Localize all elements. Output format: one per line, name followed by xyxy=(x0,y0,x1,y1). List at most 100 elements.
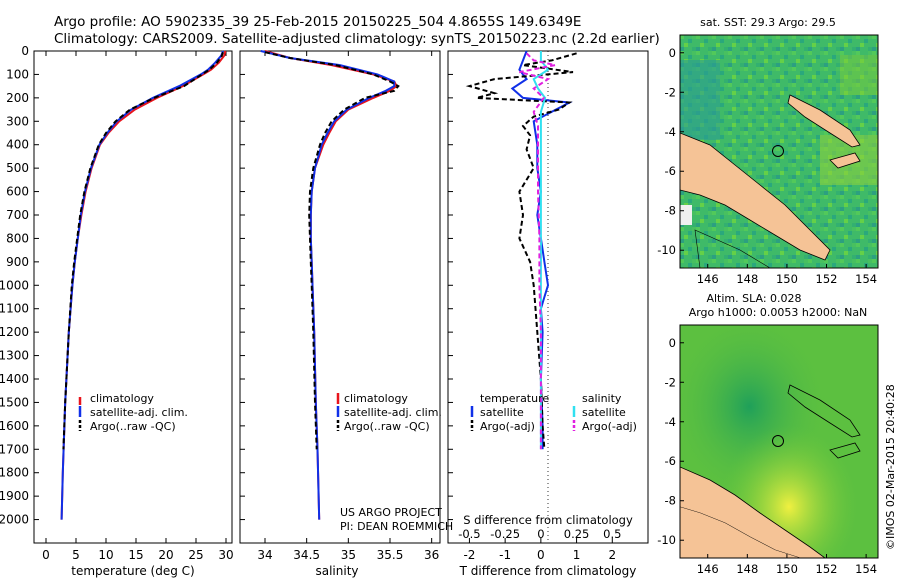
legend-s-climatology: climatology xyxy=(344,392,408,405)
map-x-tick-label: 148 xyxy=(736,562,758,576)
sst-map-title: sat. SST: 29.3 Argo: 29.5 xyxy=(700,16,836,29)
x-tick-label: 15 xyxy=(128,548,143,562)
y-tick-label: 1100 xyxy=(0,302,29,316)
pi-label: PI: DEAN ROEMMICH xyxy=(340,520,453,533)
s-tick-label: 0.5 xyxy=(603,527,621,541)
x-tick-label: 35 xyxy=(341,548,356,562)
map-x-tick-label: 152 xyxy=(816,272,838,286)
y-tick-label: 0 xyxy=(21,44,29,58)
series-line-salinity-0 xyxy=(264,50,399,520)
x-tick-label: 1 xyxy=(573,548,581,562)
temperature-panel: 0 5 10 15 20 25 30 0 100 200 300 400 500 600 700 800 90… xyxy=(0,44,234,578)
s-tick-label: 0 xyxy=(537,527,544,541)
y-tick-label: 1300 xyxy=(0,349,29,363)
sla-map-image xyxy=(680,325,878,558)
map-x-tick-label: 154 xyxy=(855,562,877,576)
sla-map-frame xyxy=(679,324,879,559)
series-line-temperature-0 xyxy=(60,50,227,520)
map-x-tick-label: 150 xyxy=(776,272,798,286)
y-tick-label: 1500 xyxy=(0,395,29,409)
x-tick-label: -2 xyxy=(463,548,475,562)
temperature-x-ticks: 0 5 10 15 20 25 30 xyxy=(42,51,234,562)
y-tick-label: 300 xyxy=(6,114,29,128)
y-tick-label: 600 xyxy=(6,185,29,199)
y-tick-label: 1200 xyxy=(0,325,29,339)
y-tick-label: 1800 xyxy=(0,466,29,480)
y-tick-label: 900 xyxy=(6,255,29,269)
sla-map-title-1: Altim. SLA: 0.028 xyxy=(706,292,801,305)
y-tick-label: 200 xyxy=(6,91,29,105)
s-tick-label: 0.25 xyxy=(564,527,590,541)
y-tick-label: 500 xyxy=(6,161,29,175)
map-x-tick-label: 146 xyxy=(697,272,719,286)
x-tick-label: 20 xyxy=(158,548,173,562)
x-tick-label: 0 xyxy=(537,548,545,562)
s-diff-label: S difference from climatology xyxy=(463,513,633,527)
map-x-tick-label: 146 xyxy=(697,562,719,576)
legend-salinity-heading: salinity xyxy=(582,392,622,405)
map-y-tick-label: -8 xyxy=(665,494,676,508)
legend-s-argo-diff: Argo(-adj) xyxy=(582,420,637,433)
x-tick-label: 30 xyxy=(218,548,233,562)
y-tick-label: 1400 xyxy=(0,372,29,386)
legend-t-argo: Argo(-adj) xyxy=(480,420,535,433)
project-label: US ARGO PROJECT xyxy=(340,506,442,519)
s-tick-label: -0.5 xyxy=(458,527,480,541)
map-x-tick-label: 150 xyxy=(776,562,798,576)
salinity-panel: 34 34.5 35 35.5 36 salinity climatology sate… xyxy=(239,50,453,578)
map-y-tick-label: -6 xyxy=(665,164,676,178)
difference-legend: temperature satellite Argo(-adj) salinit… xyxy=(470,392,637,433)
sla-map-title-2: Argo h1000: 0.0053 h2000: NaN xyxy=(689,306,868,319)
salinity-x-ticks: 34 34.5 35 35.5 36 xyxy=(257,51,439,562)
sst-map-image xyxy=(680,35,878,268)
x-tick-label: -1 xyxy=(499,548,511,562)
map-y-tick-label: -10 xyxy=(657,243,676,257)
map-x-tick-label: 148 xyxy=(736,272,758,286)
series-line-salinity-2 xyxy=(264,51,400,450)
difference-lines xyxy=(465,50,577,450)
y-tick-label: 1900 xyxy=(0,489,29,503)
series-line-difference-2 xyxy=(532,51,550,450)
map-y-tick-label: 0 xyxy=(669,336,676,350)
salinity-legend: climatology satellite-adj. clim. Argo(..… xyxy=(336,392,442,433)
profile-title: Argo profile: AO 5902335_39 25-Feb-2015 … xyxy=(54,14,581,30)
temperature-xlabel: temperature (deg C) xyxy=(71,564,194,578)
legend-climatology: climatology xyxy=(90,392,154,405)
x-tick-label: 0 xyxy=(42,548,50,562)
y-tick-label: 1600 xyxy=(0,419,29,433)
x-tick-label: 34.5 xyxy=(293,548,320,562)
x-tick-label: 34 xyxy=(257,548,272,562)
map-x-tick-label: 154 xyxy=(855,272,877,286)
y-tick-label: 700 xyxy=(6,208,29,222)
map-x-tick-label: 152 xyxy=(816,562,838,576)
legend-s-satellite: satellite-adj. clim. xyxy=(344,406,442,419)
series-line-salinity-1 xyxy=(260,50,396,520)
legend-temperature-heading: temperature xyxy=(480,392,549,405)
y-tick-label: 100 xyxy=(6,67,29,81)
legend-satellite: satellite-adj. clim. xyxy=(90,406,188,419)
sla-map: Altim. SLA: 0.028 Argo h1000: 0.0053 h20… xyxy=(657,292,879,576)
sst-map-y-ticks: 0 -2 -4 -6 -8 -10 xyxy=(657,46,684,257)
difference-axes xyxy=(447,50,649,544)
x-tick-label: 35.5 xyxy=(377,548,404,562)
map-y-tick-label: -4 xyxy=(665,125,676,139)
depth-y-ticks: 0 100 200 300 400 500 600 700 800 900 1000 1100 1200… xyxy=(0,44,39,527)
legend-argo: Argo(..raw -QC) xyxy=(90,420,176,433)
legend-s-satellite-diff: satellite xyxy=(582,406,626,419)
legend-s-argo: Argo(..raw -QC) xyxy=(344,420,430,433)
x-tick-label: 25 xyxy=(188,548,203,562)
x-tick-label: 2 xyxy=(608,548,616,562)
salinity-xlabel: salinity xyxy=(315,564,358,578)
map-y-tick-label: -2 xyxy=(665,375,676,389)
map-y-tick-label: -6 xyxy=(665,454,676,468)
map-y-tick-label: -4 xyxy=(665,415,676,429)
y-tick-label: 800 xyxy=(6,231,29,245)
y-tick-label: 400 xyxy=(6,138,29,152)
map-y-tick-label: -8 xyxy=(665,204,676,218)
sla-map-y-ticks: 0 -2 -4 -6 -8 -10 xyxy=(657,336,684,547)
sst-map: sat. SST: 29.3 Argo: 29.5 xyxy=(657,16,879,286)
y-tick-label: 1700 xyxy=(0,442,29,456)
map-y-tick-label: -10 xyxy=(657,533,676,547)
temperature-axes xyxy=(33,50,233,544)
